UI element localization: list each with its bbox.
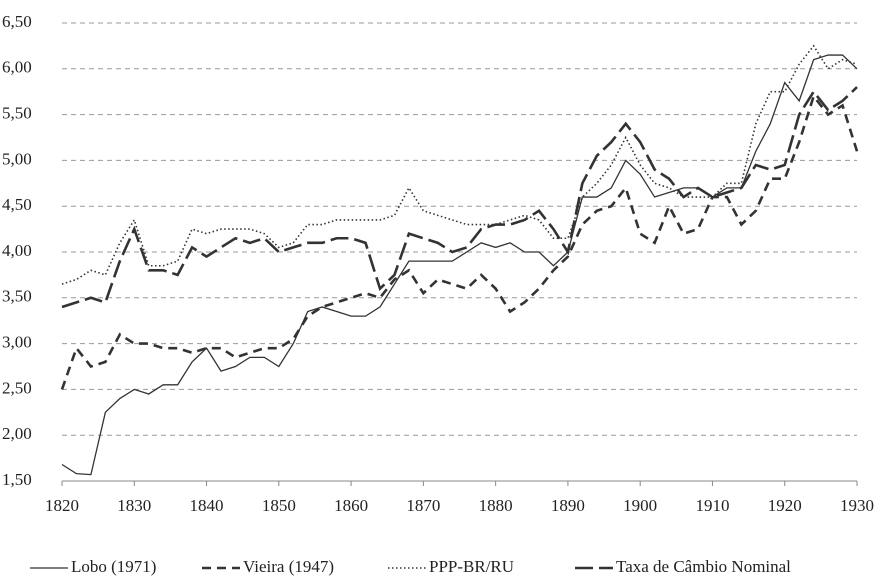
x-tick-label: 1890: [551, 496, 585, 515]
x-tick-label: 1860: [334, 496, 368, 515]
y-tick-label: 6,50: [2, 12, 32, 31]
x-tick-label: 1850: [262, 496, 296, 515]
y-tick-label: 3,00: [2, 333, 32, 352]
series-line: [61, 54, 858, 476]
y-tick-label: 4,00: [2, 241, 32, 260]
series-line: [61, 86, 858, 309]
y-tick-label: 5,00: [2, 149, 32, 168]
x-tick-label: 1900: [623, 496, 657, 515]
y-tick-label: 1,50: [2, 470, 32, 489]
x-tick-label: 1870: [406, 496, 440, 515]
x-tick-label: 1820: [45, 496, 79, 515]
legend-label: PPP-BR/RU: [429, 557, 514, 576]
series-line: [61, 44, 858, 285]
series-line: [60, 93, 859, 390]
y-tick-label: 5,50: [2, 104, 32, 123]
legend-label: Lobo (1971): [71, 557, 156, 576]
x-tick-label: 1920: [768, 496, 802, 515]
x-tick-label: 1880: [479, 496, 513, 515]
legend-label: Taxa de Câmbio Nominal: [616, 557, 791, 576]
y-tick-label: 2,00: [2, 424, 32, 443]
y-tick-label: 2,50: [2, 378, 32, 397]
y-tick-label: 6,00: [2, 58, 32, 77]
x-tick-label: 1840: [190, 496, 224, 515]
x-tick-label: 1910: [695, 496, 729, 515]
y-tick-label: 4,50: [2, 195, 32, 214]
y-tick-label: 3,50: [2, 287, 32, 306]
legend-label: Vieira (1947): [243, 557, 334, 576]
x-tick-label: 1830: [117, 496, 151, 515]
x-tick-label: 1930: [840, 496, 874, 515]
